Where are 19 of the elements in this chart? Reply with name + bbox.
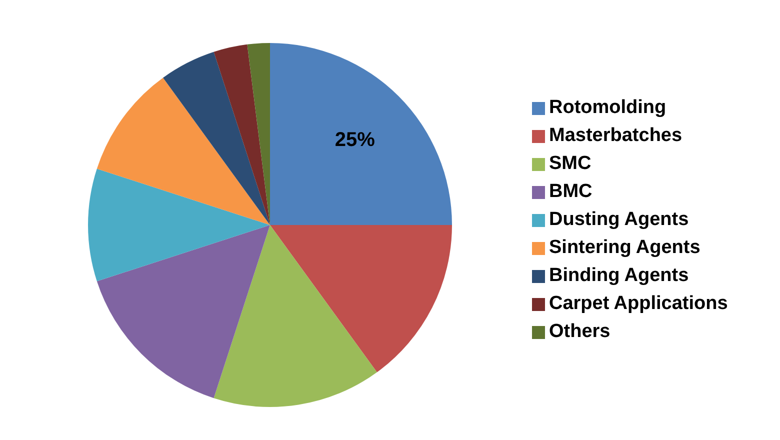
legend-label: BMC	[549, 181, 592, 202]
pie-slice	[96, 78, 270, 225]
pie-slice	[214, 44, 270, 225]
legend-label: SMC	[549, 153, 592, 174]
pie-slice	[270, 225, 452, 372]
data-label: 25%	[334, 129, 376, 152]
pie-slice	[163, 52, 270, 225]
legend-label: Masterbatches	[549, 125, 682, 146]
legend-label: Others	[549, 321, 610, 342]
legend-label: Sintering Agents	[549, 237, 700, 258]
legend-label: Dusting Agents	[549, 209, 689, 230]
legend-label: Rotomolding	[549, 97, 666, 118]
legend-label: Carpet Applications	[549, 293, 728, 314]
legend-label: Binding Agents	[549, 265, 689, 286]
pie-slice	[88, 168, 270, 282]
pie-slice	[247, 43, 270, 225]
pie-slice	[270, 43, 452, 225]
pie-slice	[214, 225, 377, 407]
pie-slice	[96, 225, 270, 398]
